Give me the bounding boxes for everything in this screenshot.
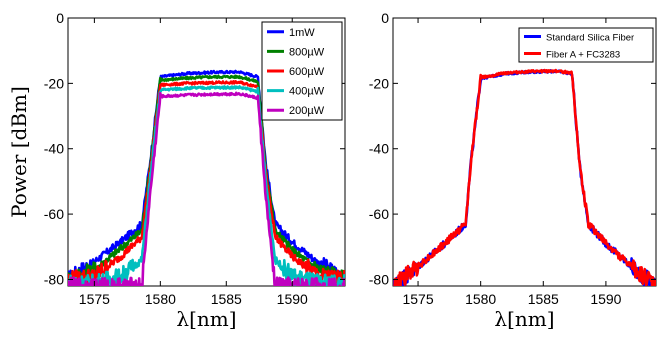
series-line-fiber-a-fc3283	[393, 68, 656, 286]
legend-entry-label: Standard Silica Fiber	[546, 33, 634, 44]
legend-entry-label: 800µW	[289, 46, 325, 58]
y-tick-label: -40	[44, 141, 64, 157]
x-tick-label: 1580	[145, 291, 176, 307]
chart-right: 1575 1580 1585 1590 0 -20 -40 -60 -80 λ[nm] Standa…	[369, 10, 657, 331]
plot-frame	[392, 17, 657, 287]
y-tick-label: -60	[44, 206, 64, 222]
legend-entry-label: 400µW	[289, 86, 325, 98]
y-tick-label: -20	[369, 75, 389, 91]
x-tick-label: 1590	[590, 291, 621, 307]
y-tick-label: 0	[381, 10, 389, 26]
chart-left: 1575 1580 1585 1590 0 -20 -40 -60 -80 λ[nm] Power …	[7, 10, 346, 331]
y-tick-label: 0	[56, 10, 64, 26]
legend: 1mW 800µW 600µW 400µW 200µW	[261, 21, 343, 121]
legend-entry-label: 1mW	[289, 27, 315, 39]
x-tick-label: 1585	[528, 291, 559, 307]
x-axis-label: λ[nm]	[494, 307, 554, 331]
x-tick-label: 1585	[211, 291, 242, 307]
series-line-1mw	[68, 69, 345, 286]
x-tick-label: 1580	[465, 291, 496, 307]
y-tick-label: -60	[369, 206, 389, 222]
legend-entry-label: 200µW	[289, 105, 325, 117]
y-tick-label: -80	[369, 271, 389, 287]
legend-entry-label: Fiber A + FC3283	[546, 50, 620, 61]
x-tick-label: 1575	[402, 291, 433, 307]
y-tick-label: -40	[369, 141, 389, 157]
x-axis-label: λ[nm]	[176, 307, 236, 331]
series-line-200-w	[68, 91, 345, 286]
plot-frame	[67, 17, 346, 287]
legend-entry-label: 600µW	[289, 66, 325, 78]
x-tick-label: 1590	[277, 291, 308, 307]
x-tick-label: 1575	[79, 291, 110, 307]
y-tick-label: -20	[44, 75, 64, 91]
y-tick-label: -80	[44, 271, 64, 287]
series-line-600-w	[68, 80, 345, 286]
legend: Standard Silica Fiber Fiber A + FC3283	[518, 27, 654, 63]
y-axis-label: Power [dBm]	[7, 86, 31, 218]
series-line-800-w	[68, 74, 345, 286]
